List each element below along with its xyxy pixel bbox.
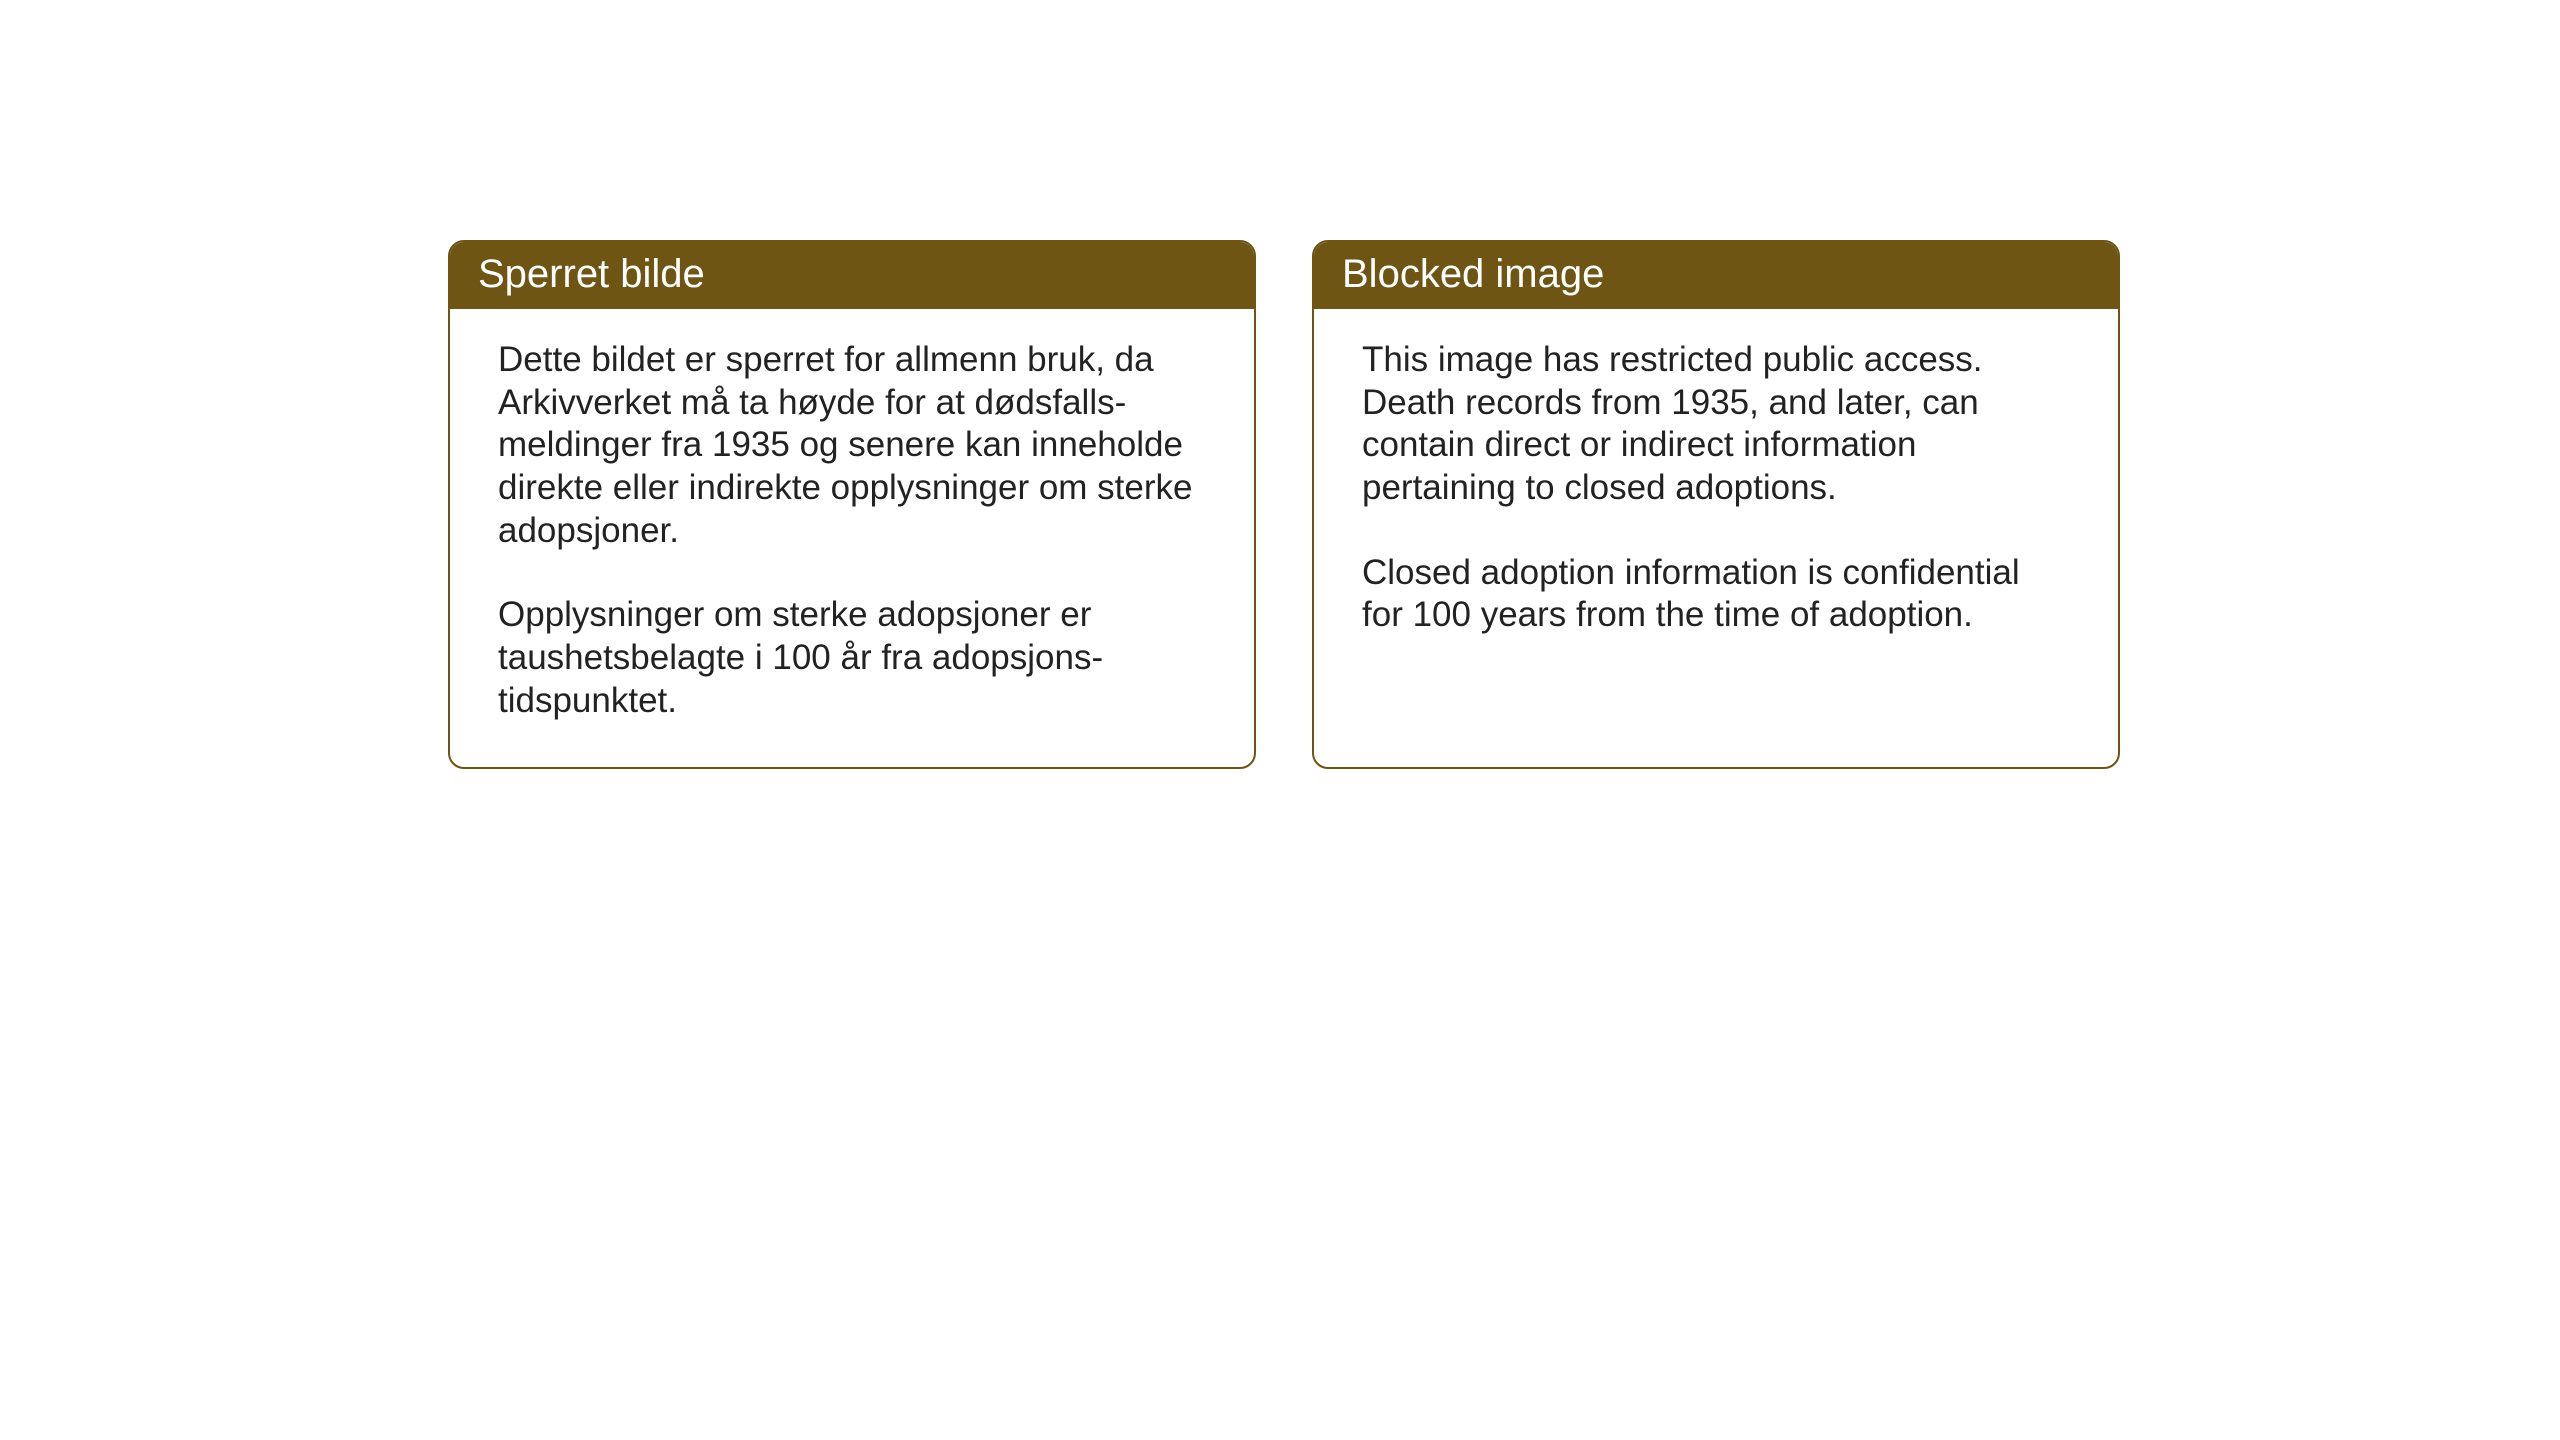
notice-paragraph-2-no: Opplysninger om sterke adopsjoner er tau…: [498, 594, 1206, 722]
notice-paragraph-1-en: This image has restricted public access.…: [1362, 339, 2070, 510]
notice-body-english: This image has restricted public access.…: [1314, 309, 2118, 759]
notice-container: Sperret bilde Dette bildet er sperret fo…: [448, 240, 2120, 769]
notice-body-norwegian: Dette bildet er sperret for allmenn bruk…: [450, 309, 1254, 767]
notice-paragraph-2-en: Closed adoption information is confident…: [1362, 552, 2070, 637]
notice-header-norwegian: Sperret bilde: [450, 242, 1254, 309]
notice-box-english: Blocked image This image has restricted …: [1312, 240, 2120, 769]
notice-box-norwegian: Sperret bilde Dette bildet er sperret fo…: [448, 240, 1256, 769]
notice-paragraph-1-no: Dette bildet er sperret for allmenn bruk…: [498, 339, 1206, 552]
notice-header-english: Blocked image: [1314, 242, 2118, 309]
